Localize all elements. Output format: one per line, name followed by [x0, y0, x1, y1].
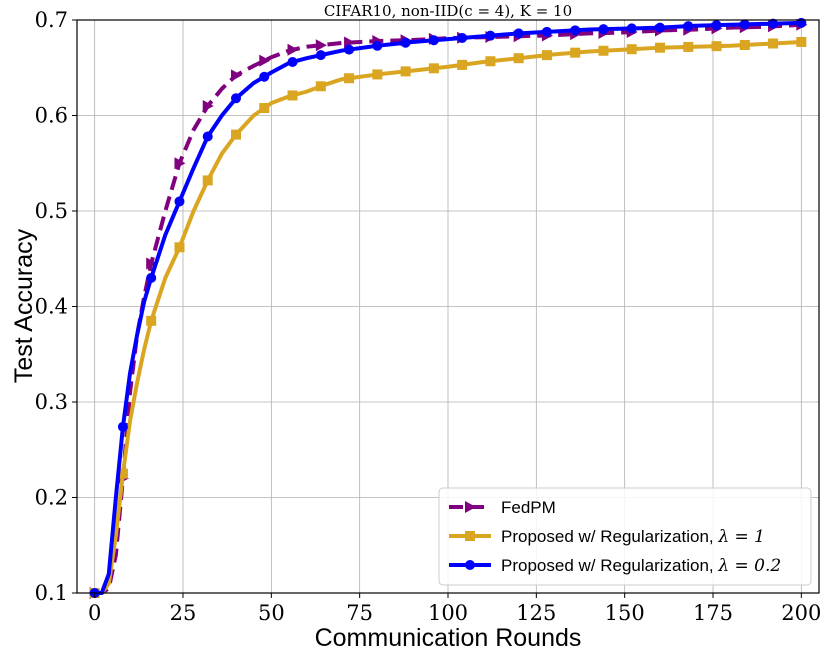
legend-box: [438, 487, 812, 586]
data-point-marker: [315, 81, 326, 92]
data-point-marker: [231, 93, 241, 104]
legend-label-math: λ = 0.2: [717, 556, 781, 576]
data-point-marker: [400, 66, 411, 77]
data-point-marker: [259, 54, 271, 67]
data-point-marker: [513, 53, 524, 64]
data-point-marker: [513, 28, 524, 39]
legend-label: FedPM: [501, 498, 556, 517]
data-point-marker: [570, 25, 581, 36]
data-point-marker: [315, 39, 327, 52]
x-tick-label: 175: [693, 601, 733, 625]
data-point-marker: [146, 272, 157, 283]
data-point-marker: [598, 45, 609, 56]
legend-label-text: Proposed w/ Regularization,: [501, 556, 718, 575]
data-point-marker: [174, 196, 185, 207]
chart-title: CIFAR10, non-IID(c = 4), K = 10: [324, 2, 572, 20]
data-point-marker: [372, 40, 383, 51]
x-tick-label: 100: [428, 601, 468, 625]
data-point-marker: [739, 19, 750, 30]
data-point-marker: [117, 421, 128, 432]
data-point-marker: [570, 47, 581, 58]
data-point-marker: [344, 73, 355, 84]
legend-label-math: λ = 1: [717, 527, 765, 547]
x-ticks: 0 25 50 75 100 125 150 175 200: [88, 593, 821, 625]
x-tick-label: 125: [516, 601, 556, 625]
legend-marker: [465, 501, 476, 513]
series-layer: [89, 17, 808, 599]
x-tick-label: 75: [346, 601, 373, 625]
y-ticks: 0.1 0.2 0.3 0.4 0.5 0.6 0.7: [35, 8, 77, 605]
data-point-marker: [202, 175, 213, 186]
data-point-marker: [287, 43, 299, 56]
data-point-marker: [485, 56, 496, 67]
data-point-marker: [315, 50, 326, 61]
data-point-marker: [655, 22, 665, 33]
data-point-marker: [117, 468, 128, 479]
data-point-marker: [711, 20, 722, 31]
x-tick-label: 50: [258, 601, 285, 625]
y-tick-label: 0.7: [35, 8, 68, 32]
series-2: [89, 17, 807, 598]
data-point-marker: [428, 63, 439, 74]
data-point-marker: [626, 44, 637, 55]
data-point-marker: [683, 21, 694, 32]
x-axis-label: Communication Rounds: [315, 624, 582, 652]
data-point-marker: [541, 50, 552, 61]
y-tick-label: 0.1: [35, 581, 68, 605]
data-point-marker: [711, 41, 722, 52]
data-point-marker: [400, 37, 411, 48]
data-point-marker: [541, 26, 552, 37]
data-point-marker: [796, 36, 807, 47]
data-point-marker: [457, 32, 468, 43]
data-point-marker: [655, 42, 665, 53]
data-point-marker: [174, 242, 185, 253]
y-tick-label: 0.5: [35, 199, 68, 223]
y-axis-label: Test Accuracy: [10, 228, 38, 383]
data-point-marker: [598, 24, 609, 35]
data-point-marker: [739, 40, 750, 51]
data-point-marker: [344, 44, 355, 55]
data-point-marker: [457, 59, 468, 70]
x-tick-label: 0: [88, 601, 101, 625]
y-tick-label: 0.2: [35, 486, 68, 510]
data-point-marker: [768, 38, 779, 49]
legend-label: Proposed w/ Regularization, λ = 1: [501, 527, 765, 547]
data-point-marker: [287, 90, 298, 101]
data-point-marker: [768, 18, 779, 29]
data-point-marker: [259, 103, 270, 114]
data-point-marker: [202, 131, 213, 142]
data-point-marker: [146, 315, 157, 326]
data-point-marker: [683, 41, 694, 52]
x-tick-label: 25: [170, 601, 197, 625]
data-point-marker: [231, 129, 241, 140]
legend-label-text: FedPM: [501, 498, 556, 517]
legend-marker: [465, 531, 475, 541]
x-tick-label: 150: [605, 601, 645, 625]
data-point-marker: [202, 99, 214, 112]
legend-label: Proposed w/ Regularization, λ = 0.2: [501, 556, 781, 576]
y-tick-label: 0.3: [35, 390, 68, 414]
legend-label-text: Proposed w/ Regularization,: [501, 527, 718, 546]
grid: [77, 19, 819, 594]
data-point-marker: [372, 69, 383, 80]
data-point-marker: [146, 257, 158, 270]
y-tick-label: 0.4: [35, 295, 68, 319]
data-point-marker: [626, 23, 637, 34]
legend-marker: [465, 560, 475, 570]
data-point-marker: [259, 71, 270, 82]
y-tick-label: 0.6: [35, 104, 68, 128]
data-point-marker: [174, 157, 186, 170]
data-point-marker: [485, 30, 496, 41]
data-point-marker: [428, 35, 439, 46]
data-point-marker: [796, 17, 807, 28]
data-point-marker: [231, 69, 242, 82]
x-tick-label: 200: [781, 601, 821, 625]
series-1: [89, 36, 807, 598]
data-point-marker: [287, 57, 298, 68]
